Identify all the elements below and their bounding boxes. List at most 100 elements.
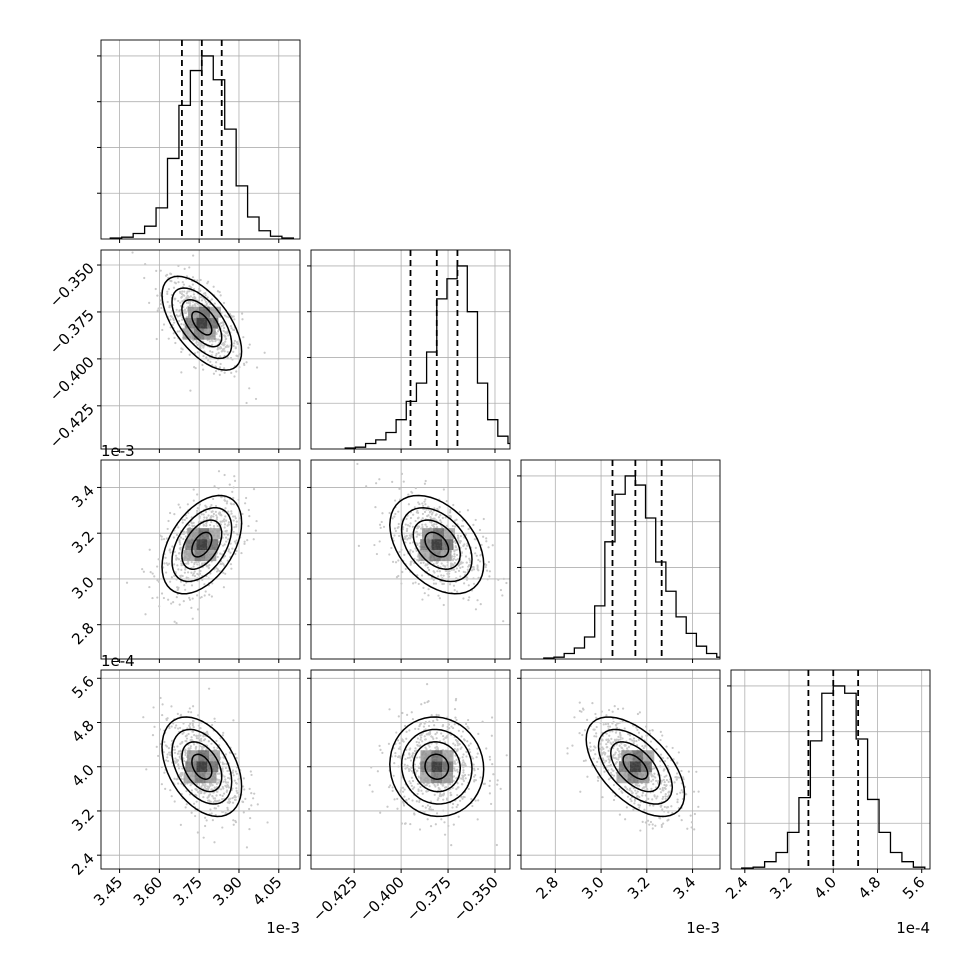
sample-point bbox=[628, 734, 632, 737]
sample-point bbox=[437, 594, 440, 597]
sample-point bbox=[451, 563, 454, 566]
sample-point bbox=[210, 742, 213, 745]
sample-point bbox=[200, 791, 203, 795]
sample-point bbox=[235, 354, 238, 357]
sample-point bbox=[441, 526, 444, 529]
density-cell bbox=[185, 317, 197, 329]
sample-point bbox=[624, 785, 627, 788]
sample-point bbox=[178, 290, 182, 293]
sample-point bbox=[427, 588, 430, 591]
sample-point bbox=[417, 582, 420, 586]
sample-point bbox=[224, 811, 227, 815]
sample-point bbox=[440, 562, 443, 565]
sample-point bbox=[612, 783, 616, 787]
sample-point bbox=[469, 742, 472, 745]
sample-point bbox=[186, 571, 190, 574]
sample-point bbox=[190, 522, 193, 525]
sample-point bbox=[663, 786, 666, 790]
sample-point bbox=[198, 287, 201, 290]
sample-point bbox=[200, 595, 203, 599]
sample-point bbox=[661, 757, 665, 760]
sample-point bbox=[212, 746, 216, 749]
sample-point bbox=[207, 788, 210, 791]
sample-point bbox=[687, 770, 690, 773]
sample-point bbox=[623, 727, 626, 730]
sample-point bbox=[632, 737, 636, 740]
sample-point bbox=[379, 748, 382, 751]
sample-point bbox=[378, 540, 381, 543]
sample-point bbox=[434, 823, 437, 826]
sample-point bbox=[173, 777, 176, 780]
sample-point bbox=[231, 547, 234, 550]
sample-point bbox=[235, 787, 238, 790]
sample-point bbox=[411, 779, 415, 783]
density-cell bbox=[205, 550, 217, 562]
sample-point bbox=[178, 314, 181, 317]
sample-point bbox=[177, 782, 180, 785]
sample-point bbox=[210, 503, 213, 507]
sample-point bbox=[212, 515, 215, 518]
sample-point bbox=[181, 518, 184, 521]
sample-point bbox=[628, 789, 631, 792]
sample-point bbox=[200, 785, 203, 788]
y-tick-label: 3.2 bbox=[68, 805, 98, 835]
sample-point bbox=[451, 524, 454, 528]
sample-point bbox=[388, 553, 391, 556]
sample-point bbox=[659, 730, 662, 733]
sample-point bbox=[229, 356, 233, 360]
density-cell bbox=[621, 750, 633, 762]
sample-point bbox=[157, 754, 160, 758]
sample-point bbox=[420, 789, 423, 792]
sample-point bbox=[618, 813, 621, 816]
sample-point bbox=[666, 819, 669, 822]
panel-0-0 bbox=[97, 39, 301, 243]
sample-point bbox=[663, 810, 666, 813]
sample-point bbox=[436, 798, 439, 802]
sample-point bbox=[409, 560, 412, 563]
sample-point bbox=[237, 795, 240, 798]
sample-point bbox=[178, 330, 181, 333]
sample-point bbox=[235, 772, 238, 775]
sample-point bbox=[223, 367, 226, 370]
sample-point bbox=[238, 366, 241, 369]
sample-point bbox=[459, 561, 463, 564]
sample-point bbox=[661, 789, 664, 792]
sample-point bbox=[221, 794, 224, 797]
sample-point bbox=[595, 725, 598, 729]
sample-point bbox=[417, 516, 420, 519]
sample-point bbox=[651, 827, 654, 830]
sample-point bbox=[464, 722, 468, 726]
sample-point bbox=[209, 505, 212, 508]
sample-point bbox=[467, 598, 470, 602]
sample-point bbox=[365, 485, 368, 488]
sample-point bbox=[181, 574, 184, 578]
sample-point bbox=[616, 747, 619, 751]
sample-point bbox=[179, 772, 182, 775]
sample-point bbox=[173, 321, 176, 324]
panel-frame bbox=[310, 459, 511, 660]
sample-point bbox=[416, 743, 419, 747]
contour-level bbox=[610, 741, 661, 793]
sample-point bbox=[624, 818, 627, 821]
sample-point bbox=[450, 843, 453, 847]
sample-point bbox=[432, 578, 435, 581]
y-tick-label: 3.0 bbox=[68, 573, 98, 603]
sample-point bbox=[692, 790, 696, 793]
sample-point bbox=[425, 563, 429, 566]
sample-point bbox=[189, 784, 192, 787]
sample-point bbox=[175, 759, 179, 762]
sample-point bbox=[227, 523, 230, 526]
sample-point bbox=[167, 598, 170, 601]
sample-point bbox=[176, 276, 179, 279]
sample-point bbox=[173, 281, 176, 284]
sample-point bbox=[462, 738, 466, 741]
y-tick-label: 5.6 bbox=[68, 672, 98, 702]
sample-point bbox=[604, 759, 608, 762]
sample-point bbox=[227, 334, 230, 337]
sample-point bbox=[178, 541, 181, 544]
sample-point bbox=[173, 336, 176, 340]
sample-point bbox=[191, 722, 194, 725]
sample-point bbox=[636, 728, 639, 732]
sample-point bbox=[219, 552, 222, 555]
sample-point bbox=[452, 742, 455, 745]
